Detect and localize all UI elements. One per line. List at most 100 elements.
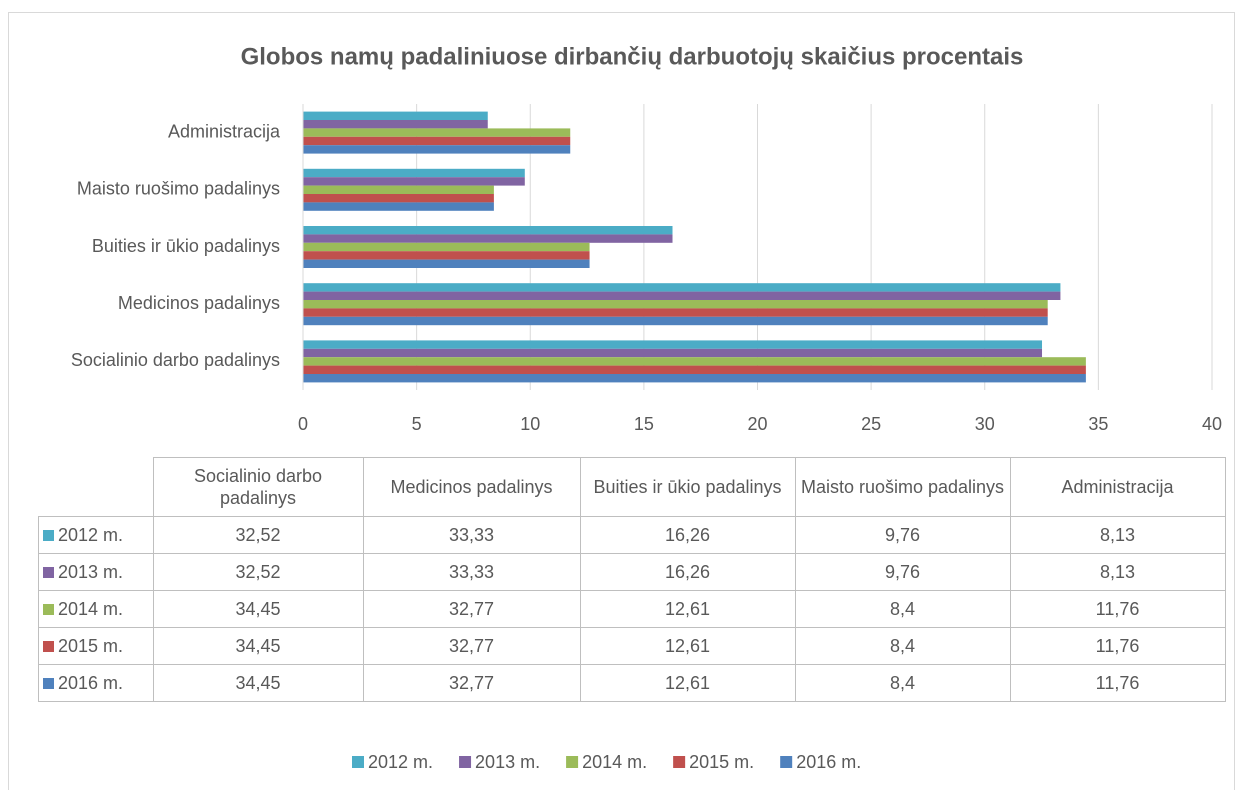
- x-tick-label: 30: [975, 414, 995, 434]
- bar: [303, 348, 1043, 358]
- y-tick-label: Buities ir ūkio padalinys: [92, 236, 280, 256]
- bar: [303, 374, 1086, 383]
- table-cell: 12,61: [579, 590, 796, 628]
- bar: [303, 136, 571, 146]
- table-row: 2014 m. 34,45 32,77 12,61 8,4 11,76: [38, 590, 1226, 628]
- table-cell: 32,52: [152, 553, 364, 591]
- bar: [303, 120, 488, 129]
- table-series-name: 2016 m.: [58, 672, 124, 693]
- table-cell: 34,45: [152, 627, 364, 665]
- table-cell: 11,76: [1009, 664, 1226, 702]
- legend-swatch: [780, 756, 793, 768]
- bar: [303, 283, 1061, 292]
- table-cell: 16,26: [579, 516, 796, 554]
- table-key-cell: 2015 m.: [38, 627, 154, 665]
- y-tick-label: Maisto ruošimo padalinys: [77, 179, 280, 199]
- table-key-cell: 2013 m.: [38, 553, 154, 591]
- table-cell: 8,4: [794, 627, 1011, 665]
- table-header: Socialinio darbo padalinys: [152, 457, 364, 517]
- table-series-name: 2015 m.: [58, 635, 124, 656]
- legend-label: 2016 m.: [796, 752, 861, 772]
- x-tick-label: 15: [634, 414, 654, 434]
- bar: [303, 340, 1043, 349]
- y-tick-label: Administracija: [168, 121, 281, 141]
- bar: [303, 185, 494, 194]
- table-row: 2016 m. 34,45 32,77 12,61 8,4 11,76: [38, 664, 1226, 702]
- table-series-name: 2013 m.: [58, 561, 124, 582]
- table-key-cell: 2012 m.: [38, 516, 154, 554]
- bar: [303, 291, 1061, 300]
- legend-swatch: [566, 756, 579, 768]
- table-key-cell: 2016 m.: [38, 664, 154, 702]
- table-header: Medicinos padalinys: [362, 457, 581, 517]
- chart-title: Globos namų padaliniuose dirbančių darbu…: [241, 43, 1024, 70]
- table-cell: 33,33: [362, 516, 581, 554]
- table-cell: 9,76: [794, 516, 1011, 554]
- table-header: Buities ir ūkio padalinys: [579, 457, 796, 517]
- bar: [303, 251, 590, 260]
- bar: [303, 202, 494, 211]
- table-cell: 12,61: [579, 627, 796, 665]
- bar: [303, 308, 1048, 317]
- table-series-name: 2014 m.: [58, 598, 124, 619]
- legend-swatch: [43, 677, 54, 689]
- bar: [303, 226, 673, 235]
- table-cell: 8,13: [1009, 516, 1226, 554]
- x-tick-label: 5: [412, 414, 422, 434]
- table-row: 2013 m. 32,52 33,33 16,26 9,76 8,13: [38, 553, 1226, 591]
- table-cell: 11,76: [1009, 627, 1226, 665]
- legend-swatch: [352, 756, 364, 768]
- bar: [303, 168, 525, 178]
- bar: [303, 300, 1048, 309]
- y-tick-label: Socialinio darbo padalinys: [71, 350, 280, 370]
- bar: [303, 316, 1048, 326]
- table-cell: 16,26: [579, 553, 796, 591]
- y-tick-label: Medicinos padalinys: [118, 293, 280, 313]
- table-corner: [38, 457, 154, 517]
- table-cell: 12,61: [579, 664, 796, 702]
- x-tick-label: 40: [1202, 414, 1222, 434]
- bar: [303, 357, 1086, 366]
- bar: [303, 177, 525, 186]
- table-key-cell: 2014 m.: [38, 590, 154, 628]
- table-header-row: Socialinio darbo padalinys Medicinos pada…: [38, 457, 1226, 517]
- legend-label: 2015 m.: [689, 752, 754, 772]
- bar: [303, 259, 590, 268]
- bar: [303, 194, 494, 203]
- bar: [303, 128, 571, 137]
- legend-label: 2012 m.: [368, 752, 433, 772]
- table-cell: 34,45: [152, 664, 364, 702]
- table-header: Administracija: [1009, 457, 1226, 517]
- legend-swatch: [43, 529, 54, 541]
- x-tick-label: 0: [298, 414, 308, 434]
- table-cell: 8,4: [794, 590, 1011, 628]
- legend-swatch: [43, 640, 54, 652]
- x-tick-label: 10: [520, 414, 540, 434]
- table-cell: 32,77: [362, 590, 581, 628]
- legend-label: 2013 m.: [475, 752, 540, 772]
- x-tick-label: 25: [861, 414, 881, 434]
- table-cell: 32,77: [362, 627, 581, 665]
- table-cell: 9,76: [794, 553, 1011, 591]
- bar: [303, 242, 590, 252]
- table-cell: 8,13: [1009, 553, 1226, 591]
- bar: [303, 365, 1086, 374]
- x-tick-label: 35: [1088, 414, 1108, 434]
- table-header: Maisto ruošimo padalinys: [794, 457, 1011, 517]
- table-cell: 11,76: [1009, 590, 1226, 628]
- table-cell: 32,77: [362, 664, 581, 702]
- x-tick-label: 20: [747, 414, 767, 434]
- legend-swatch: [459, 756, 472, 768]
- data-table: Socialinio darbo padalinys Medicinos pada…: [38, 457, 1226, 702]
- legend-label: 2014 m.: [582, 752, 647, 772]
- table-cell: 34,45: [152, 590, 364, 628]
- table-row: 2012 m. 32,52 33,33 16,26 9,76 8,13: [38, 516, 1226, 554]
- bar: [303, 234, 673, 243]
- table-series-name: 2012 m.: [58, 524, 124, 545]
- table-row: 2015 m. 34,45 32,77 12,61 8,4 11,76: [38, 627, 1226, 665]
- legend-swatch: [673, 756, 686, 768]
- table-cell: 8,4: [794, 664, 1011, 702]
- table-cell: 33,33: [362, 553, 581, 591]
